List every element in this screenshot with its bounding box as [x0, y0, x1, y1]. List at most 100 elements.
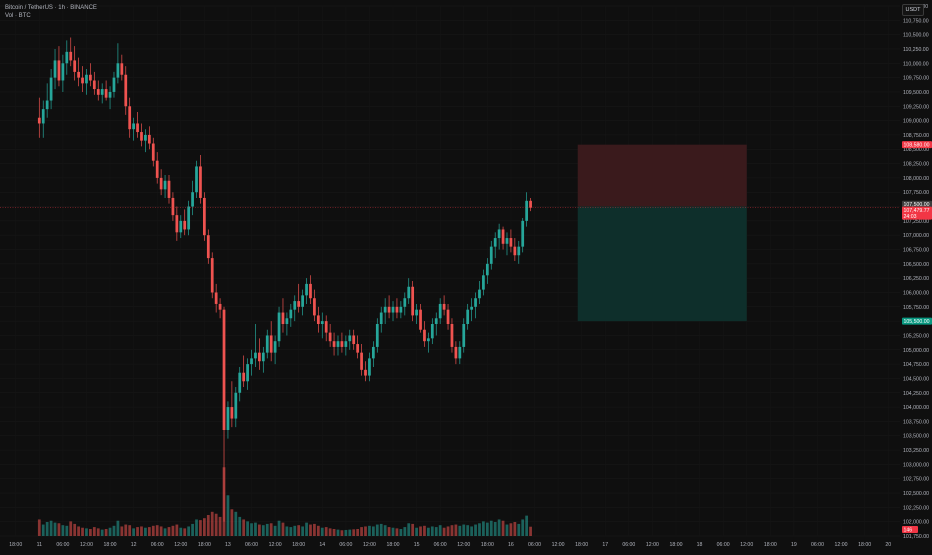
y-tick-label: 103,500.00	[903, 434, 929, 440]
candle-body	[199, 166, 202, 198]
volume-bar	[328, 528, 332, 536]
candle-body	[77, 71, 80, 78]
volume-bar	[466, 525, 470, 536]
candle-body	[442, 303, 446, 310]
volume-bar	[140, 526, 143, 536]
volume-bar	[360, 527, 363, 536]
candle-body	[136, 123, 139, 133]
candle-body	[112, 77, 116, 92]
candle-body	[497, 229, 501, 239]
volume-bar	[336, 529, 340, 536]
volume-bar	[368, 525, 371, 536]
volume-bar	[509, 523, 513, 536]
volume-bar	[77, 526, 80, 536]
candle-body	[430, 324, 434, 339]
x-tick-label: 14	[319, 542, 325, 548]
volume-bar	[155, 525, 159, 536]
volume-bar	[230, 509, 234, 536]
time-axis[interactable]: 18:00 11 06:00 12:00 18:00 12 06:00 12:00 18:00 1…	[9, 542, 891, 548]
y-tick-label: 108,000.00	[903, 176, 929, 182]
candle-body	[356, 344, 360, 353]
volume-bar	[525, 515, 529, 536]
volume-bar	[356, 529, 360, 536]
candle-body	[167, 180, 171, 198]
candle-body	[482, 275, 485, 290]
volume-bar	[100, 529, 104, 536]
volume-bar	[214, 513, 218, 536]
target-price-tag: 105,500.00	[904, 319, 930, 325]
x-tick-label: 12:00	[174, 542, 187, 548]
candle-body	[273, 341, 277, 353]
candle-body	[238, 372, 242, 393]
volume-bar	[246, 521, 249, 536]
volume-bar	[210, 511, 214, 536]
volume-bar	[112, 525, 116, 536]
candle-body	[517, 246, 521, 256]
price-tags: 108,580.00 105,500.00 107,500.00107,479.77…	[902, 141, 932, 534]
y-tick-label: 103,000.00	[903, 462, 929, 468]
volume-bar	[521, 519, 525, 536]
symbol-title[interactable]: Bitcoin / TetherUS · 1h · BINANCE	[5, 5, 97, 11]
volume-bar	[187, 526, 191, 536]
volume-bar	[305, 522, 308, 536]
candle-body	[210, 258, 214, 293]
y-tick-label: 108,500.00	[903, 147, 929, 153]
candle-body	[41, 109, 45, 124]
y-tick-label: 109,000.00	[903, 119, 929, 125]
candle-body	[309, 283, 312, 299]
x-tick-label: 18:00	[198, 542, 211, 548]
currency-badge[interactable]: USDT	[902, 4, 924, 16]
x-tick-label: 18:00	[104, 542, 117, 548]
current-price-tag-bg	[902, 206, 932, 220]
candle-body	[218, 303, 222, 310]
candle-body	[246, 364, 249, 382]
x-tick-label: 06:00	[56, 542, 69, 548]
candle-body	[144, 134, 147, 141]
x-tick-label: 20	[885, 542, 891, 548]
volume-bar	[462, 524, 466, 536]
volume-bar	[273, 525, 277, 536]
volume-bar	[49, 520, 53, 536]
y-tick-label: 108,750.00	[903, 133, 929, 139]
candle-body	[336, 341, 340, 347]
volume-bar	[297, 525, 301, 536]
candle-body	[61, 63, 65, 81]
y-tick-label: 107,000.00	[903, 233, 929, 239]
volume-bar	[344, 529, 348, 536]
volume-bar	[238, 516, 242, 536]
volume-bar	[254, 522, 257, 536]
entry-price-tag-bg	[902, 200, 932, 208]
volume-bar	[316, 525, 320, 536]
volume-bar	[371, 526, 375, 536]
price-axis[interactable]: 111,000.00110,750.00110,500.00110,250.00…	[900, 0, 932, 550]
candle-body	[155, 160, 159, 178]
volume-bar	[489, 520, 493, 536]
volume-bar	[430, 526, 434, 536]
volume-bar	[151, 525, 155, 536]
candle-body	[179, 220, 183, 233]
volume-bar	[89, 529, 92, 536]
candle-body	[293, 301, 297, 310]
candle-body	[438, 303, 442, 319]
volume-legend[interactable]: Vol · BTC	[5, 13, 31, 19]
volume-bar	[454, 524, 458, 536]
volume-bar	[458, 525, 462, 536]
candle-body	[450, 324, 454, 347]
volume-bar	[391, 527, 395, 536]
volume-bar	[493, 522, 497, 536]
candle-body	[332, 341, 336, 347]
x-tick-label: 12	[131, 542, 137, 548]
candle-body	[387, 306, 391, 313]
volume-bar	[128, 525, 132, 536]
candle-body	[344, 341, 348, 347]
candle-body	[474, 298, 477, 307]
volume-bar	[108, 527, 112, 536]
candle-body	[206, 235, 210, 259]
volume-bar	[442, 527, 446, 536]
volume-bar	[446, 526, 450, 536]
y-tick-label: 102,500.00	[903, 491, 929, 497]
volume-bar	[250, 523, 253, 536]
stop-price-tag: 108,580.00	[904, 143, 930, 149]
